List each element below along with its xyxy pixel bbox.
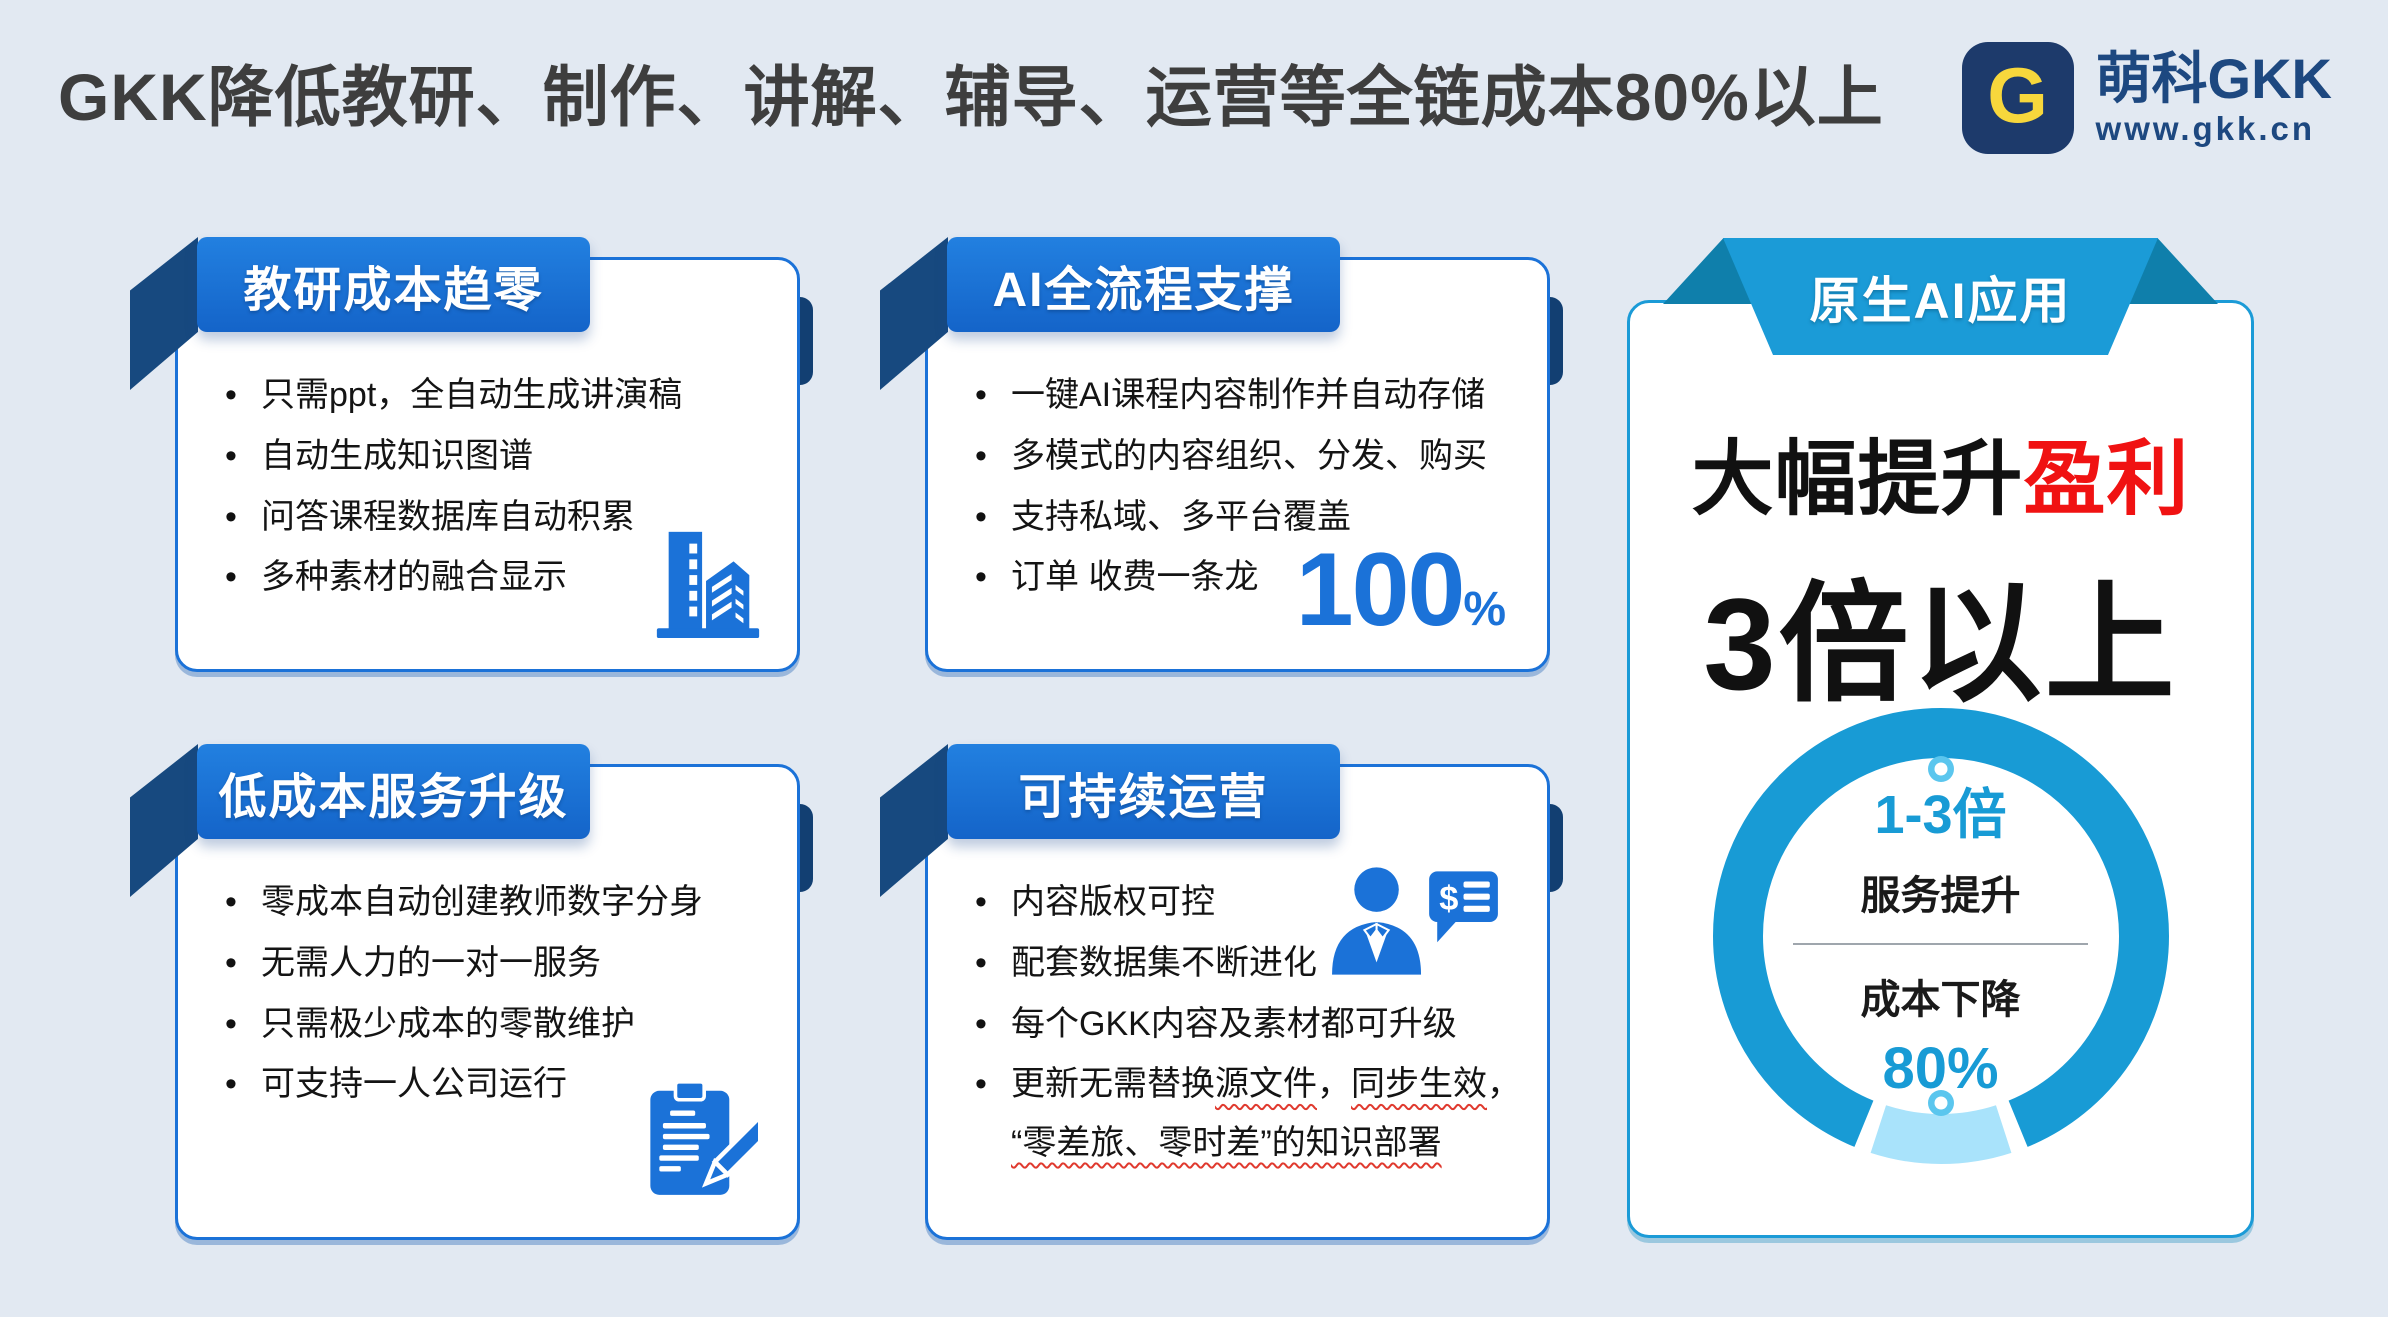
list-item: 支持私域、多平台覆盖 [971, 497, 1516, 538]
clipboard-pencil-icon [636, 1076, 774, 1206]
bullet-text: 更新无需替换 [1011, 1065, 1215, 1104]
card-content: 只需ppt，全自动生成讲演稿 自动生成知识图谱 问答课程数据库自动积累 多种素材… [175, 257, 800, 672]
donut-center-labels: 1-3倍 服务提升 成本下降 80% [1711, 706, 2171, 1166]
list-item: 订单 收费一条龙 [971, 557, 1516, 598]
native-ai-panel: 原生AI应用 大幅提升盈利 3倍以上 1-3倍 服务提升 成本下降 80 [1627, 238, 2254, 1238]
card-title: 可持续运营 [1018, 770, 1269, 824]
logo-text: 萌科GKK www.gkk.cn [2096, 48, 2332, 148]
list-item: 每个GKK内容及素材都可升级 [971, 1004, 1516, 1045]
bullet-text-underlined: “零差旅、零时差”的知识部署 [1011, 1124, 1442, 1163]
gkk-logo-icon: G [1961, 42, 2074, 154]
bullet-list: 一键AI课程内容制作并自动存储 多模式的内容组织、分发、购买 支持私域、多平台覆… [971, 375, 1516, 598]
panel-title: 原生AI应用 [1809, 272, 2072, 329]
card-content: 内容版权可控 配套数据集不断进化 每个GKK内容及素材都可升级 更新无需替换源文… [925, 764, 1550, 1240]
bullet-text-underlined: 同步生效 [1351, 1065, 1487, 1104]
headline-highlight: 盈利 [2023, 434, 2190, 525]
list-item: 问答课程数据库自动积累 [221, 497, 766, 538]
consultant-chat-icon: $ [1328, 860, 1506, 988]
feature-card-low-cost-service: 低成本服务升级 零成本自动创建教师数字分身 无需人力的一对一服务 只需极少成本的… [130, 744, 813, 1240]
feature-card-sustainable-operation: 可持续运营 内容版权可控 配套数据集不断进化 每个GKK内容及素材都可升级 更新… [880, 744, 1563, 1240]
card-header-ribbon: AI全流程支撑 [947, 237, 1340, 332]
list-item: 只需ppt，全自动生成讲演稿 [221, 375, 766, 416]
bullet-text: ， [1487, 1065, 1521, 1104]
list-item: 内容版权可控 [971, 882, 1516, 923]
dollar-glyph: $ [1439, 880, 1458, 918]
stat-100-percent: 100% [1296, 531, 1506, 650]
list-item: 零成本自动创建教师数字分身 [221, 882, 766, 923]
bullet-list: 只需ppt，全自动生成讲演稿 自动生成知识图谱 问答课程数据库自动积累 多种素材… [221, 375, 766, 598]
list-item: 配套数据集不断进化 [971, 943, 1516, 984]
benefit-donut-chart: 1-3倍 服务提升 成本下降 80% [1711, 706, 2171, 1166]
list-item: 一键AI课程内容制作并自动存储 [971, 375, 1516, 416]
card-header-ribbon: 教研成本趋零 [197, 237, 590, 332]
card-content: 一键AI课程内容制作并自动存储 多模式的内容组织、分发、购买 支持私域、多平台覆… [925, 257, 1550, 672]
list-item: 无需人力的一对一服务 [221, 943, 766, 984]
feature-card-ai-process: AI全流程支撑 一键AI课程内容制作并自动存储 多模式的内容组织、分发、购买 支… [880, 237, 1563, 672]
list-item: 自动生成知识图谱 [221, 436, 766, 477]
service-multiplier-label: 服务提升 [1860, 874, 2021, 918]
list-item: 多种素材的融合显示 [221, 557, 766, 598]
card-title: 低成本服务升级 [218, 770, 569, 824]
donut-divider [1793, 943, 2088, 945]
feature-card-research-cost: 教研成本趋零 只需ppt，全自动生成讲演稿 自动生成知识图谱 问答课程数据库自动… [130, 237, 813, 672]
stat-value: 100 [1295, 532, 1466, 648]
logo-brand-name: 萌科GKK [2095, 47, 2332, 111]
card-title: AI全流程支撑 [992, 263, 1295, 317]
list-item: 多模式的内容组织、分发、购买 [971, 436, 1516, 477]
brand-logo: G 萌科GKK www.gkk.cn [1961, 42, 2332, 154]
list-item-multiline: 更新无需替换源文件，同步生效， “零差旅、零时差”的知识部署 [971, 1064, 1521, 1164]
service-multiplier-value: 1-3倍 [1874, 785, 2007, 845]
bullet-list: 零成本自动创建教师数字分身 无需人力的一对一服务 只需极少成本的零散维护 可支持… [221, 882, 766, 1105]
donut-ring [1712, 708, 2169, 1164]
bullet-text-underlined: 源文件 [1215, 1065, 1317, 1104]
logo-monogram: G [1987, 50, 2048, 139]
list-item: 可支持一人公司运行 [221, 1064, 766, 1105]
list-item: 只需极少成本的零散维护 [221, 1004, 766, 1045]
headline-prefix: 大幅提升 [1691, 434, 2024, 525]
panel-headline: 大幅提升盈利 3倍以上 [1627, 412, 2254, 727]
panel-header-banner: 原生AI应用 [1723, 238, 2158, 355]
card-content: 零成本自动创建教师数字分身 无需人力的一对一服务 只需极少成本的零散维护 可支持… [175, 764, 800, 1240]
cost-drop-value: 80% [1882, 1036, 1999, 1101]
cost-drop-label: 成本下降 [1860, 978, 2021, 1022]
logo-website-url: www.gkk.cn [2095, 109, 2316, 147]
stat-unit: % [1463, 583, 1506, 636]
card-title: 教研成本趋零 [243, 263, 544, 317]
headline-line1: 大幅提升盈利 [1627, 412, 2254, 531]
bullet-text: ， [1317, 1065, 1351, 1104]
page-title: GKK降低教研、制作、讲解、辅导、运营等全链成本80%以上 [58, 60, 1884, 134]
card-header-ribbon: 低成本服务升级 [197, 744, 590, 839]
card-header-ribbon: 可持续运营 [947, 744, 1340, 839]
bullet-list: 内容版权可控 配套数据集不断进化 每个GKK内容及素材都可升级 更新无需替换源文… [971, 882, 1521, 1164]
headline-line2: 3倍以上 [1703, 571, 2178, 717]
buildings-icon [644, 522, 772, 640]
